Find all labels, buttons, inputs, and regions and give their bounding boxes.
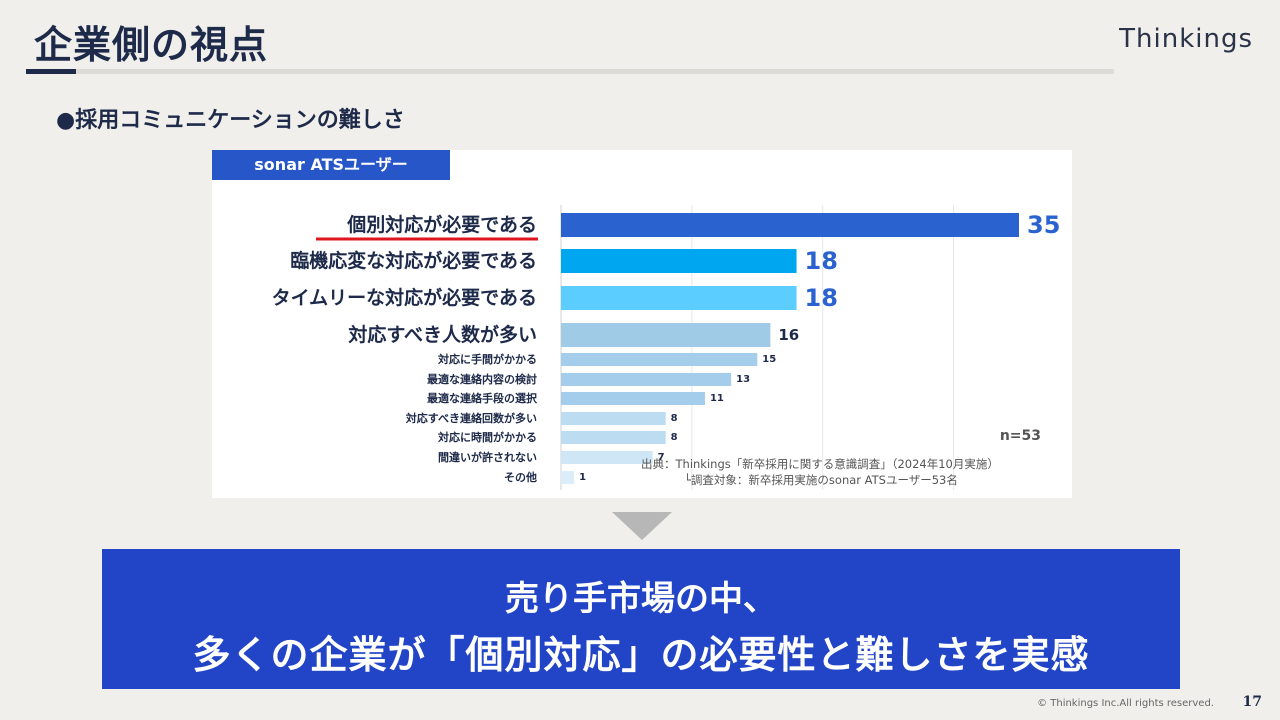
bar-5: [561, 353, 758, 366]
data-label: 13: [736, 374, 750, 385]
page-number: 17: [1242, 694, 1262, 710]
data-label: 1: [579, 472, 586, 483]
category-label: 対応すべき人数が多い: [347, 323, 537, 346]
brand-logo: Thinkings: [1119, 24, 1253, 54]
conclusion-line-2: 多くの企業が「個別対応」の必要性と難しさを実感: [192, 633, 1090, 677]
title-underline: [26, 69, 1114, 74]
page-title: 企業側の視点: [34, 23, 269, 67]
source-note: 出典：Thinkings「新卒採用に関する意識調査」（2024年10月実施）: [641, 457, 999, 471]
bar-3: [561, 286, 797, 310]
category-label: 個別対応が必要である: [346, 213, 537, 236]
bar-10: [561, 451, 653, 464]
bar-9: [561, 431, 666, 444]
category-label: 最適な連絡内容の検討: [427, 372, 537, 386]
bar-7: [561, 392, 705, 405]
category-label: その他: [504, 470, 537, 484]
conclusion-line-1: 売り手市場の中、: [505, 579, 777, 619]
down-arrow-icon: [612, 512, 672, 540]
category-label: タイムリーな対応が必要である: [272, 286, 537, 309]
title-underline-accent: [26, 69, 76, 74]
chart-panel: sonar ATSユーザー 個別対応が必要である 35 臨機応変な対応が必要である 1…: [212, 150, 1072, 498]
data-label: 7: [658, 452, 665, 463]
data-label: 15: [762, 354, 776, 365]
category-label: 対応に時間がかかる: [437, 430, 537, 444]
data-label: 8: [671, 432, 678, 443]
category-label: 対応すべき連絡回数が多い: [405, 411, 537, 425]
data-label: 16: [778, 326, 799, 344]
bar-2: [561, 249, 797, 273]
data-label: 18: [805, 247, 838, 275]
bar-4: [561, 323, 771, 347]
category-label: 最適な連絡手段の選択: [427, 391, 538, 405]
data-label: 11: [710, 393, 724, 404]
category-label: 対応に手間がかかる: [437, 352, 537, 366]
bar-6: [561, 373, 732, 386]
copyright: © Thinkings Inc.All rights reserved.: [1037, 698, 1214, 709]
category-label: 臨機応変な対応が必要である: [290, 249, 537, 272]
data-label: 8: [671, 413, 678, 424]
bar-8: [561, 412, 666, 425]
section-heading: ●採用コミュニケーションの難しさ: [56, 108, 405, 133]
chart-tag: sonar ATSユーザー: [212, 150, 450, 180]
source-note-target: └調査対象：新卒採用実施のsonar ATSユーザー53名: [684, 473, 958, 487]
data-label: 35: [1027, 211, 1060, 239]
bar-1: [561, 213, 1019, 237]
bar-11: [561, 471, 575, 484]
conclusion-banner: 売り手市場の中、 多くの企業が「個別対応」の必要性と難しさを実感: [102, 549, 1180, 689]
data-label: 18: [805, 284, 838, 312]
category-label: 間違いが許されない: [438, 450, 537, 464]
sample-size-label: n=53: [1000, 428, 1041, 444]
